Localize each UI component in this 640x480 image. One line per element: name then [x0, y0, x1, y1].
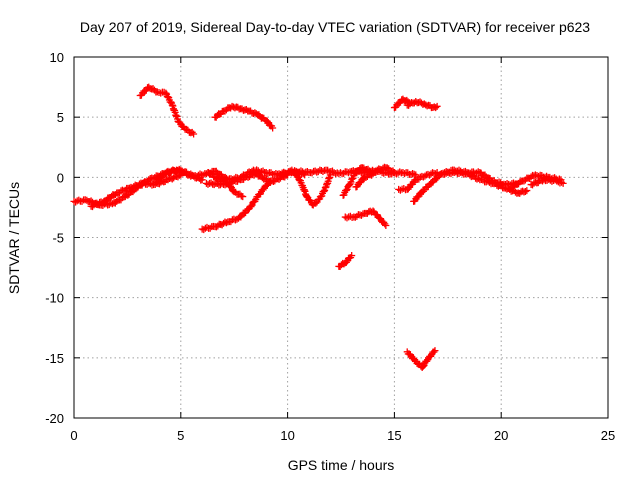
data-point — [404, 185, 412, 193]
data-point — [143, 180, 151, 188]
data-point — [390, 169, 398, 177]
series-arc-13 — [339, 163, 398, 199]
series-arc-2 — [87, 171, 185, 211]
data-point — [167, 98, 175, 106]
data-point — [105, 201, 113, 209]
data-point — [404, 98, 412, 106]
data-point — [461, 167, 469, 175]
y-tick-label: -5 — [52, 231, 64, 246]
data-point — [535, 172, 543, 180]
series-arc-4 — [202, 170, 292, 189]
x-tick-label: 5 — [177, 428, 184, 443]
data-point — [559, 179, 567, 187]
data-point — [431, 347, 439, 355]
data-point — [259, 167, 267, 175]
data-point — [203, 223, 211, 231]
data-point — [320, 187, 328, 195]
data-point — [303, 167, 311, 175]
data-point — [324, 166, 332, 174]
data-point — [523, 187, 531, 195]
y-tick-label: 5 — [57, 110, 64, 125]
data-point — [521, 188, 529, 196]
y-axis-label: SDTVAR / TECUs — [6, 182, 22, 294]
y-tick-label: 10 — [50, 50, 64, 65]
data-point — [433, 175, 441, 183]
data-point — [368, 171, 376, 179]
y-tick-label: -10 — [45, 291, 64, 306]
data-point — [162, 89, 170, 97]
data-point — [247, 203, 255, 211]
data-point — [78, 197, 86, 205]
x-tick-label: 15 — [387, 428, 401, 443]
data-point — [188, 128, 196, 136]
data-point — [433, 102, 441, 110]
data-point — [319, 167, 327, 175]
series-arc-8 — [205, 169, 247, 201]
data-point — [342, 258, 350, 266]
axis-ticks: 0 5 10 15 20 25 -20 -15 -10 -5 0 5 10 — [45, 50, 615, 443]
series-arc-16 — [390, 95, 413, 112]
series-arc-11 — [341, 207, 390, 229]
data-point — [263, 117, 271, 125]
data-point — [419, 187, 427, 195]
data-point — [311, 167, 319, 175]
data-point — [267, 177, 275, 185]
data-point — [230, 177, 238, 185]
data-point — [419, 362, 427, 370]
y-tick-label: 0 — [57, 170, 64, 185]
series-arc-22 — [527, 175, 567, 189]
data-point — [269, 124, 277, 132]
data-point — [227, 182, 235, 190]
series-arc-17 — [403, 347, 439, 371]
series-arc-15 — [403, 98, 441, 112]
series-arc-18 — [395, 169, 441, 194]
series-arc-14 — [352, 170, 377, 191]
data-point — [409, 170, 417, 178]
data-point — [430, 348, 438, 356]
data-point — [558, 178, 566, 186]
data-point — [336, 169, 344, 177]
data-point — [348, 175, 356, 183]
data-point — [474, 174, 482, 182]
data-point — [312, 199, 320, 207]
data-point — [342, 186, 350, 194]
data-point — [369, 170, 377, 178]
data-point — [239, 193, 247, 201]
x-tick-label: 10 — [280, 428, 294, 443]
data-point — [346, 212, 354, 220]
series-arc-7 — [198, 177, 275, 234]
data-point — [146, 180, 154, 188]
series-arc-5 — [136, 83, 198, 138]
y-tick-label: -20 — [45, 411, 64, 426]
x-axis-label: GPS time / hours — [288, 457, 395, 473]
series-arc-6 — [211, 102, 277, 132]
data-point — [381, 220, 389, 228]
data-point — [348, 252, 356, 260]
data-point — [264, 170, 272, 178]
x-tick-label: 25 — [601, 428, 615, 443]
data-point — [405, 99, 413, 107]
data-point — [190, 130, 198, 138]
data-point — [401, 170, 409, 178]
data-point — [199, 171, 207, 179]
data-points — [70, 83, 567, 371]
series-arc-9 — [288, 166, 334, 209]
x-tick-label: 0 — [70, 428, 77, 443]
data-point — [389, 167, 397, 175]
data-point — [432, 104, 440, 112]
chart-title: Day 207 of 2019, Sidereal Day-to-day VTE… — [80, 19, 590, 35]
series-arc-12 — [335, 252, 356, 271]
x-tick-label: 20 — [494, 428, 508, 443]
data-point — [275, 170, 283, 178]
grid-lines — [74, 57, 608, 418]
data-point — [344, 169, 352, 177]
data-point — [382, 221, 390, 229]
y-tick-label: -15 — [45, 351, 64, 366]
